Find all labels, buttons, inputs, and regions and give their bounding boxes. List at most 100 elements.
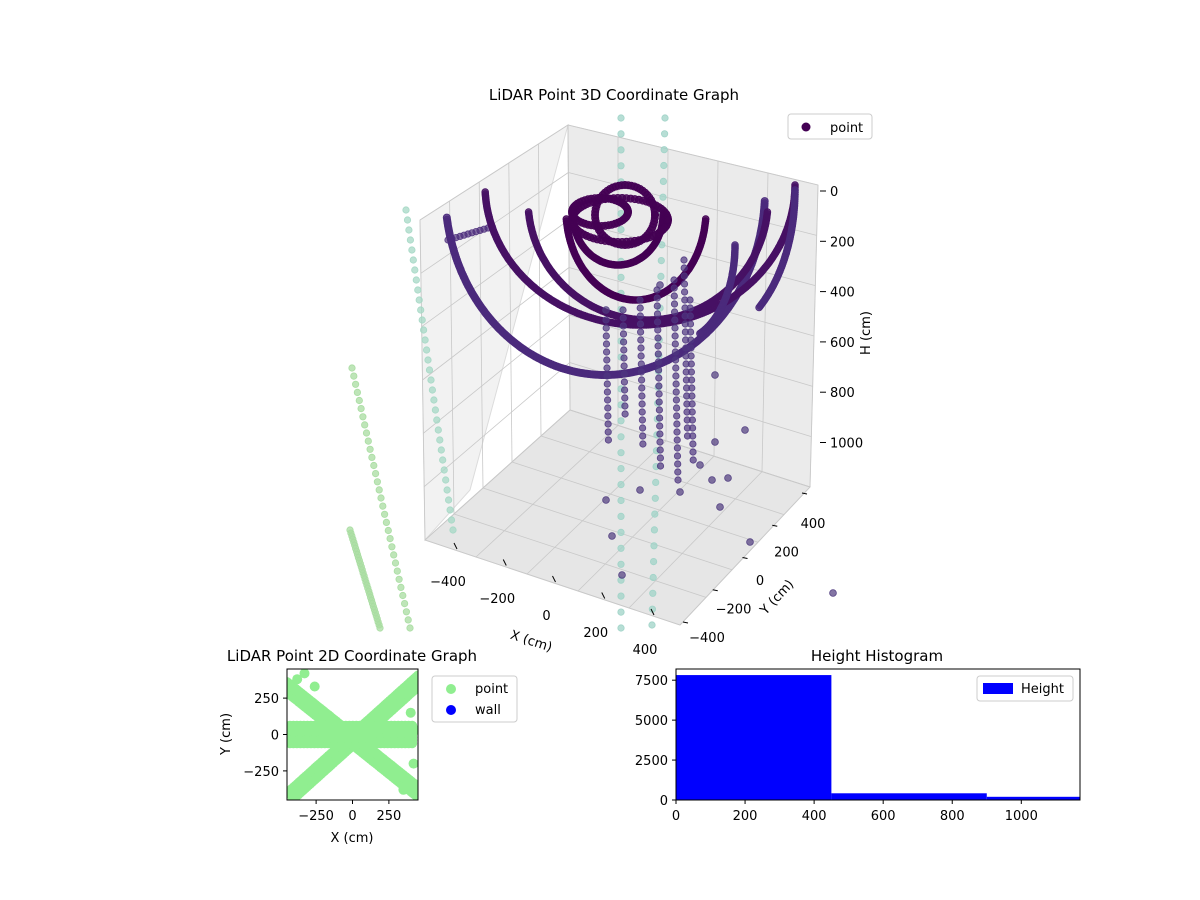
scatter-point-2d [292, 674, 303, 685]
projection-point [659, 177, 668, 185]
projection-point [366, 445, 374, 453]
grid-line [419, 124, 569, 221]
projection-point [650, 542, 658, 550]
projection-point [617, 226, 625, 234]
projection-point [353, 388, 361, 396]
projection-point [617, 433, 625, 441]
projection-point [617, 496, 625, 505]
scatter-point-2d [410, 725, 418, 736]
ticks-2d: −250 0 250 250 0 −250 [243, 692, 401, 824]
point [656, 454, 665, 462]
point [654, 334, 662, 342]
point [638, 400, 646, 408]
z-tick-label-3d: 200 [830, 235, 855, 250]
projection-point [440, 466, 448, 474]
point [671, 340, 679, 348]
point [604, 412, 612, 420]
title-2d: LiDAR Point 2D Coordinate Graph [227, 647, 477, 665]
projection-point [617, 130, 625, 138]
projection-point [348, 364, 356, 372]
grid-line [568, 219, 816, 287]
grid-line [577, 455, 715, 592]
projection-point [433, 416, 441, 424]
grid-line [421, 219, 569, 327]
legend-histogram: Height [976, 675, 1074, 702]
projection-point [430, 396, 438, 404]
projection-point [403, 216, 412, 224]
point [637, 376, 646, 384]
projection-point [419, 326, 428, 334]
point [682, 384, 691, 392]
projection-point [617, 480, 625, 489]
scatter-point-2d [413, 670, 418, 681]
projection-point [400, 599, 409, 608]
point [654, 358, 663, 366]
chart-3d: −400−2000200400−400−20002004000200400600… [346, 86, 874, 658]
point [681, 312, 689, 320]
point [651, 210, 660, 219]
point [603, 380, 611, 388]
scatter-point-2d [309, 681, 320, 692]
projection-point [617, 528, 625, 537]
point [672, 364, 680, 372]
projection-point [399, 591, 407, 600]
projection-point [417, 306, 425, 314]
grid-line [475, 425, 619, 558]
point [604, 436, 613, 444]
point [716, 503, 724, 511]
point [674, 476, 682, 484]
grid-line [423, 314, 570, 434]
point [829, 589, 837, 597]
grid-line [540, 435, 785, 515]
point [746, 538, 754, 546]
projection-point [660, 161, 668, 170]
z-tick-label-3d: 800 [830, 386, 855, 401]
legend-label-point-2d: point [475, 682, 508, 697]
point [639, 440, 647, 448]
grid-line [679, 486, 811, 626]
point [636, 320, 645, 328]
title-3d: LiDAR Point 3D Coordinate Graph [489, 86, 739, 104]
x-tick-mark-3d [502, 559, 507, 566]
point [656, 462, 665, 470]
projection-point [439, 456, 447, 464]
point [670, 276, 678, 284]
projection-point [443, 486, 451, 494]
ticks-3d: −400−2000200400−400−20002004000200400600… [430, 185, 863, 658]
point [681, 296, 689, 304]
histogram-bar [831, 793, 987, 800]
y-tick-mark-3d [712, 589, 718, 592]
projection-point [428, 386, 436, 394]
point [711, 438, 719, 446]
point [724, 474, 732, 482]
ticks-histogram: 0 200 400 600 800 1000 0 2500 5000 7500 [635, 674, 1038, 824]
point [682, 368, 690, 376]
x-tick-label-3d: −400 [430, 575, 466, 590]
projection-point [649, 589, 657, 597]
point [673, 452, 682, 460]
projection-point [659, 193, 667, 201]
point [680, 272, 688, 280]
projection-point [368, 453, 376, 461]
scatter-point-2d [419, 676, 429, 686]
point [655, 382, 663, 390]
point [680, 280, 689, 288]
point [636, 296, 644, 304]
point [620, 346, 628, 354]
point [602, 340, 611, 348]
plot-area-histogram [675, 668, 1081, 801]
point [676, 488, 684, 496]
projection-point [355, 396, 363, 405]
scatter-point-2d [398, 784, 409, 795]
projection-point [617, 146, 625, 154]
point [683, 424, 692, 432]
point [670, 300, 679, 308]
y-tick-label-2d: −250 [243, 765, 279, 780]
projection-point [424, 356, 432, 364]
point [608, 532, 616, 540]
point [672, 396, 681, 404]
point [637, 336, 645, 344]
projection-point [418, 316, 426, 324]
point [636, 328, 645, 336]
